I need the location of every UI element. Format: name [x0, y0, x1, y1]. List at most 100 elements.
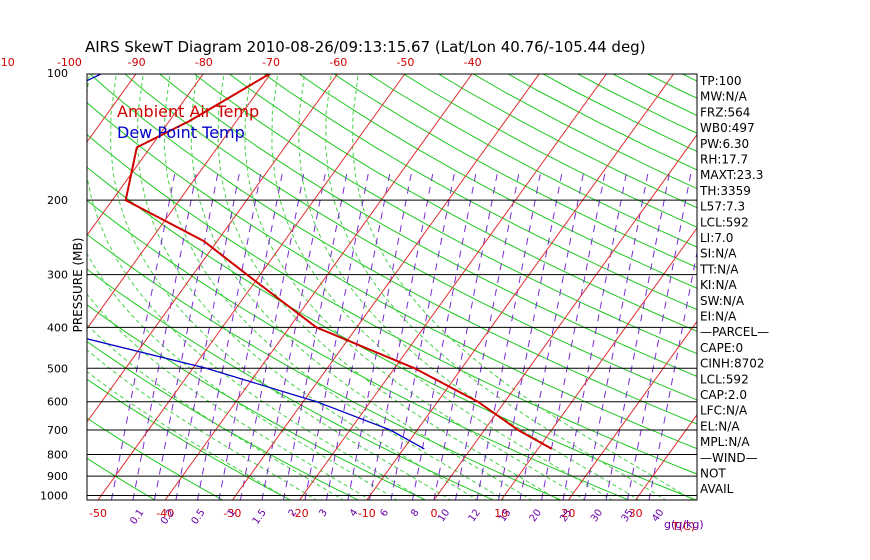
index-entry: CINH:8702	[700, 357, 765, 371]
index-entry: RH:17.7	[700, 153, 748, 167]
mixing-ratio-line	[261, 169, 327, 500]
mixing-ratio-unit-label: g(g/kg)	[664, 518, 704, 531]
pressure-tick-label: 700	[47, 424, 68, 437]
profile-point	[246, 273, 248, 276]
isotherm	[634, 413, 697, 500]
mixing-ratio-line	[627, 169, 693, 500]
index-entry: LCL:592	[700, 215, 749, 229]
dry-adiabat	[0, 54, 26, 505]
profile-point	[315, 326, 317, 328]
isotherm	[87, 74, 271, 330]
moist-adiabat	[136, 74, 479, 500]
isotherm	[298, 74, 607, 500]
dry-adiabat	[193, 74, 697, 355]
top-temperature-tick-label: -70	[262, 56, 280, 69]
legend-entry: Dew Point Temp	[117, 123, 245, 142]
dry-adiabat	[87, 233, 563, 500]
mixing-ratio-line	[368, 169, 434, 500]
mixing-ratio-line	[239, 169, 305, 500]
moist-adiabat	[271, 74, 613, 500]
top-temperature-tick-label: -50	[396, 56, 414, 69]
moist-adiabat	[110, 74, 452, 500]
index-entry: CAP:2.0	[700, 388, 747, 402]
index-entry: —WIND—	[700, 451, 758, 465]
moist-adiabat	[87, 371, 291, 500]
pressure-tick-label: 500	[47, 362, 68, 375]
bottom-temperature-tick-label: -10	[358, 507, 376, 520]
mixing-ratio-line	[476, 169, 542, 500]
dry-adiabat	[87, 268, 495, 500]
index-entry: TH:3359	[699, 184, 751, 198]
pressure-tick-label: 200	[47, 194, 68, 207]
pressure-tick-label: 100	[47, 67, 68, 80]
mixing-ratio-line	[390, 169, 456, 500]
bottom-temperature-tick-label: -30	[223, 507, 241, 520]
mixing-ratio-line	[562, 169, 628, 500]
dry-adiabat	[263, 74, 697, 311]
profile-point	[270, 72, 271, 73]
isotherm	[87, 74, 204, 237]
isotherm	[97, 74, 406, 500]
bottom-temperature-tick-labels: -50 -40 -30 -20 -10 0 10 20 30	[89, 507, 643, 520]
index-entry: MAXT:23.3	[700, 168, 763, 182]
dry-adiabat	[333, 74, 697, 268]
bottom-temperature-tick-label: 0	[431, 507, 438, 520]
dry-adiabat	[776, 54, 870, 505]
isotherm	[366, 74, 675, 500]
mixing-ratio-line	[541, 169, 607, 500]
index-entry: —PARCEL—	[700, 325, 769, 339]
mixing-ratio-tick-label: 4	[348, 507, 361, 519]
index-entry: TP:100	[699, 74, 742, 88]
dry-adiabat	[87, 133, 697, 475]
bottom-temperature-tick-label: -40	[156, 507, 174, 520]
moist-adiabat	[87, 323, 345, 500]
y-axis-label: PRESSURE (MB)	[71, 238, 85, 333]
top-temperature-tick-labels: -120-110-100-90-80-70-60-50-40	[0, 56, 482, 69]
mixing-ratio-line	[110, 169, 176, 500]
dry-adiabat	[472, 74, 697, 190]
dry-adiabat	[228, 74, 697, 332]
isotherm	[87, 74, 137, 143]
index-entry: KI:N/A	[700, 278, 737, 292]
moist-adiabat	[87, 293, 371, 500]
profile-point	[102, 72, 103, 73]
mixing-ratio-line	[412, 169, 477, 500]
mixing-ratio-tick-label: 1.5	[251, 507, 269, 526]
index-entry: WB0:497	[700, 121, 755, 135]
mixing-ratio-line	[347, 169, 413, 500]
moist-adiabat	[351, 74, 694, 500]
bottom-temperature-tick-label: -50	[89, 507, 107, 520]
mixing-ratio-line	[648, 250, 697, 500]
index-entry: EI:N/A	[700, 310, 737, 324]
dry-adiabat	[87, 378, 292, 500]
index-entry: FRZ:564	[700, 105, 750, 119]
profile-point	[40, 327, 41, 328]
isotherm	[767, 54, 870, 505]
mixing-ratio-tick-label: 1	[226, 507, 239, 519]
mixing-ratio-tick-label: 10	[436, 507, 452, 524]
mixing-ratio-line	[584, 169, 650, 500]
top-temperature-tick-label: -60	[329, 56, 347, 69]
top-temperature-tick-label: -110	[0, 56, 15, 69]
moist-adiabat	[87, 349, 318, 500]
dry-adiabat	[87, 304, 427, 500]
mixing-ratio-tick-labels: 0.1 0.2 0.5 1 1.5 2 3 4 6 8 10 12 15 20 25 30 35 40	[128, 507, 666, 526]
top-temperature-tick-label: -40	[464, 56, 482, 69]
isotherm	[433, 133, 697, 500]
index-entry: EL:N/A	[700, 419, 740, 433]
profile-point	[188, 120, 190, 122]
index-entry: PW:6.30	[700, 137, 749, 151]
moist-adiabat	[244, 74, 586, 500]
mixing-ratio-line	[498, 169, 564, 500]
mixing-ratio-tick-label: 30	[589, 507, 605, 524]
pressure-tick-label: 600	[47, 396, 68, 409]
dry-adiabat	[87, 417, 224, 500]
profile-point	[315, 401, 318, 403]
x-axis-label: T(C)	[671, 520, 695, 533]
profile-point	[550, 448, 553, 450]
mixing-ratio-line	[282, 169, 348, 500]
profile-point	[205, 367, 207, 369]
isotherm	[0, 54, 16, 505]
bottom-temperature-tick-label: 30	[629, 507, 643, 520]
